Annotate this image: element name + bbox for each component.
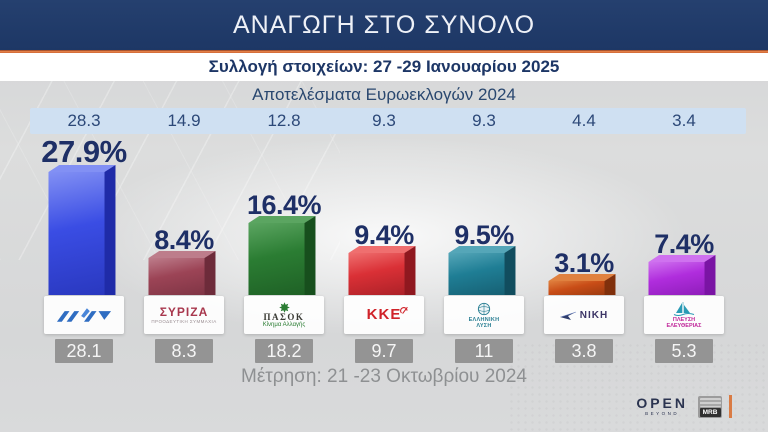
euro-value: 3.4 [672,111,696,130]
niki-dart-icon [559,311,576,320]
poll-percentage-label: 27.9% [41,134,127,169]
mrb-logo-stripes [699,397,721,407]
poll-bar [148,251,216,295]
party-column-nd: 27.9% 28.1 [34,134,134,363]
poll-percentage-label: 3.1% [554,248,614,278]
poll-percentage-label: 7.4% [654,229,714,259]
party-column-kke: 9.4% ΚΚΕ 9.7 [334,134,434,363]
party-column-niki: 3.1% ΝΙΚΗ 3.8 [534,134,634,363]
niki-logo-text: ΝΙΚΗ [579,309,609,321]
poll-bar [648,255,716,295]
mrb-agency-logo: MRB [698,396,722,418]
euro-value: 9.3 [372,111,396,130]
open-logo-subtext: BEYOND [645,411,680,416]
syriza-logo-subtext: ΠΡΟΟΔΕΥΤΙΚΗ ΣΥΜΜΑΧΙΑ [151,318,217,324]
elliniki-lysi-logo-text: ΕΛΛΗΝΙΚΗ ΛΥΣΗ [468,316,500,329]
syriza-logo-text: ΣΥΡΙΖΑ [159,304,209,319]
euro-results-strip: 28.3 14.9 12.8 9.3 9.3 4.4 3.4 [30,108,746,134]
globe-emblem-icon [477,302,491,315]
euro-results-title: Αποτελέσματα Ευρωεκλογών 2024 [252,85,516,104]
kke-logo-text: ΚΚΕ [366,306,402,323]
open-channel-logo: OPEN BEYOND [636,395,688,416]
bar-chart: 27.9% 28.1 8.4% [34,134,734,363]
orange-divider [0,50,768,53]
page-title: ΑΝΑΓΩΓΗ ΣΤΟ ΣΥΝΟΛΟ [232,10,536,39]
plefsi-logo-text: ΠΛΕΥΣΗ ΕΛΕΥΘΕΡΙΑΣ [666,316,702,329]
party-logo-pasok: ΠΑΣΟΚ Κίνημα Αλλαγής [244,296,324,334]
previous-measurement-value: 9.7 [355,339,413,363]
poll-bar [448,246,516,295]
euro-value: 28.3 [67,111,101,130]
previous-measurement-value: 11 [455,339,513,363]
party-column-elliniki-lysi: 9.5% ΕΛΛΗΝΙΚΗ ΛΥΣΗ 11 [434,134,534,363]
poll-percentage-label: 9.4% [354,220,414,250]
orange-accent-bar [729,395,732,418]
collection-note: Συλλογή στοιχείων: 27 -29 Ιανουαρίου 202… [208,57,560,76]
open-logo-text: OPEN [636,395,688,411]
collection-strip: Συλλογή στοιχείων: 27 -29 Ιανουαρίου 202… [0,53,768,81]
euro-value: 4.4 [572,111,596,130]
party-logo-syriza: ΣΥΡΙΖΑ ΠΡΟΟΔΕΥΤΙΚΗ ΣΥΜΜΑΧΙΑ [144,296,224,334]
header-banner: ΑΝΑΓΩΓΗ ΣΤΟ ΣΥΝΟΛΟ [0,0,768,50]
party-column-syriza: 8.4% ΣΥΡΙΖΑ ΠΡΟΟΔΕΥΤΙΚΗ ΣΥΜΜΑΧΙΑ 8.3 [134,134,234,363]
poll-bar [348,246,416,295]
measurement-note: Μέτρηση: 21 -23 Οκτωβρίου 2024 [241,366,527,387]
poll-percentage-label: 9.5% [454,220,514,250]
previous-measurement-value: 28.1 [55,339,113,363]
mrb-logo-text: MRB [699,407,721,417]
previous-measurement-value: 3.8 [555,339,613,363]
euro-value: 14.9 [167,111,201,130]
poll-bar [248,216,316,295]
hammer-sickle-icon [400,302,409,320]
party-logo-kke: ΚΚΕ [344,296,424,334]
previous-measurement-value: 5.3 [655,339,713,363]
nd-logo-icon [56,307,112,322]
party-logo-plefsi: ΠΛΕΥΣΗ ΕΛΕΥΘΕΡΙΑΣ [644,296,724,334]
pasok-logo-text: ΠΑΣΟΚ [263,312,305,322]
previous-measurement-value: 8.3 [155,339,213,363]
euro-value: 9.3 [472,111,496,130]
party-column-plefsi: 7.4% ΠΛΕΥΣΗ ΕΛΕΥΘΕΡΙΑΣ 5.3 [634,134,734,363]
party-logo-elliniki-lysi: ΕΛΛΗΝΙΚΗ ΛΥΣΗ [444,296,524,334]
euro-results-values: 28.3 14.9 12.8 9.3 9.3 4.4 3.4 [34,108,734,134]
pasok-logo-subtext: Κίνημα Αλλαγής [262,322,306,328]
sailboat-icon [673,301,695,316]
party-logo-niki: ΝΙΚΗ [544,296,624,334]
party-logo-nd [44,296,124,334]
pasok-sun-icon [278,302,290,313]
poll-bar [48,165,116,295]
poll-percentage-label: 8.4% [154,225,214,255]
party-column-pasok: 16.4% ΠΑΣΟΚ Κίνημα Αλλαγής 18.2 [234,134,334,363]
previous-measurement-value: 18.2 [255,339,313,363]
poll-bar [548,274,616,295]
euro-value: 12.8 [267,111,301,130]
poll-percentage-label: 16.4% [246,190,322,220]
